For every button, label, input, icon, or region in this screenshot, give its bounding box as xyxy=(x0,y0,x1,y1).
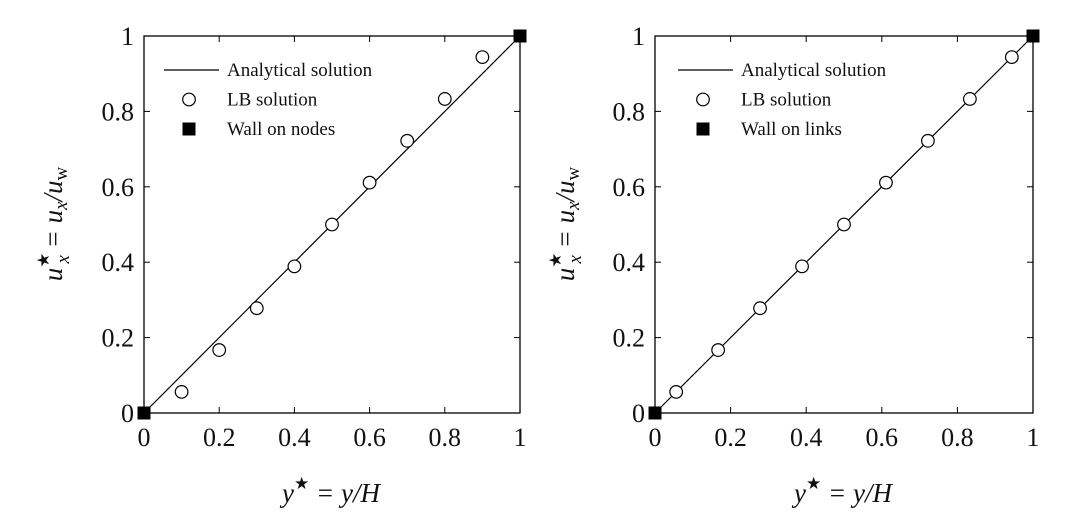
y-title-rest: = u xyxy=(38,210,68,255)
y-axis-title: u★x = ux/uw xyxy=(546,166,586,281)
y-tick-label: 0.4 xyxy=(613,248,646,277)
x-axis-title: y★ = y/H xyxy=(791,474,893,508)
wall-marker xyxy=(648,406,662,420)
lb-point xyxy=(400,133,415,148)
y-axis-title: u★x = ux/uw xyxy=(34,166,74,281)
lb-point xyxy=(837,217,851,232)
legend-label: Wall on links xyxy=(741,119,842,140)
x-tick-label: 0 xyxy=(138,423,151,452)
x-tick-label: 0.4 xyxy=(790,423,823,452)
y-tick-label: 0.2 xyxy=(102,324,135,353)
y-tick-label: 1 xyxy=(632,22,645,51)
legend-square-swatch xyxy=(696,122,710,136)
wall-marker xyxy=(1026,29,1040,43)
y-tick-label: 1 xyxy=(121,22,134,51)
chart-panel-links: u★x = ux/uw y★ = y/H 0 0.2 0.4 0.6 0.8 1 0 0.2 0… xyxy=(546,22,1040,508)
y-tick-label: 0.4 xyxy=(102,248,135,277)
x-tick-label: 0.4 xyxy=(278,423,311,452)
y-title-star: ★ xyxy=(34,253,53,268)
legend-circle-swatch xyxy=(696,92,710,107)
x-tick-label: 0.8 xyxy=(429,423,462,452)
y-tick-label: 0.6 xyxy=(613,173,646,202)
y-title-sub-x2: x xyxy=(51,201,72,211)
lb-point xyxy=(1004,50,1019,65)
y-tick-label: 0.8 xyxy=(102,97,135,126)
x-tick-label: 0.6 xyxy=(353,423,386,452)
y-title-sub-w: w xyxy=(51,166,72,180)
lb-point xyxy=(962,92,977,106)
legend: Analytical solution LB solution Wall on li… xyxy=(678,60,887,140)
y-tick-label: 0.2 xyxy=(613,324,646,353)
x-tick-label: 1 xyxy=(514,423,527,452)
wall-marker xyxy=(513,29,527,43)
svg-text:u★x = ux/uw: u★x = ux/uw xyxy=(34,166,74,281)
lb-point xyxy=(753,301,767,316)
y-tick-label: 0 xyxy=(632,399,645,428)
plot-frame xyxy=(143,35,521,414)
legend-label: LB solution xyxy=(227,90,318,111)
svg-text:y★ = y/H: y★ = y/H xyxy=(791,474,893,508)
y-tick-label: 0 xyxy=(121,399,134,428)
y-tick-label: 0.8 xyxy=(613,97,646,126)
lb-point xyxy=(249,301,264,316)
legend-label: Wall on nodes xyxy=(227,119,335,140)
y-tick-label: 0.6 xyxy=(102,173,135,202)
lb-point xyxy=(287,259,302,274)
lb-point xyxy=(879,175,893,190)
wall-marker xyxy=(137,406,151,420)
y-title-u: u xyxy=(38,268,68,282)
lb-point xyxy=(795,259,809,274)
x-tick-label: 0.6 xyxy=(866,423,899,452)
y-title-sub-x: x xyxy=(53,255,74,265)
plot-frame xyxy=(654,35,1034,414)
x-tick-label: 0 xyxy=(649,423,662,452)
legend: Analytical solution LB solution Wall on no… xyxy=(164,60,373,140)
lb-point xyxy=(212,343,227,357)
legend-label: LB solution xyxy=(741,90,832,111)
x-tick-label: 0.2 xyxy=(714,423,747,452)
lb-point xyxy=(669,384,684,399)
x-axis-title: y★ = y/H xyxy=(279,474,381,508)
lb-point xyxy=(437,92,452,106)
lb-point xyxy=(475,50,490,65)
x-tick-label: 1 xyxy=(1027,423,1040,452)
legend-label: Analytical solution xyxy=(741,60,887,81)
x-tick-label: 0.2 xyxy=(203,423,236,452)
lb-point xyxy=(325,217,339,232)
lb-point xyxy=(174,384,189,399)
legend-circle-swatch xyxy=(182,92,196,107)
svg-text:y★ = y/H: y★ = y/H xyxy=(279,474,381,508)
x-tick-label: 0.8 xyxy=(941,423,974,452)
lb-point xyxy=(711,343,726,357)
legend-square-swatch xyxy=(182,122,196,136)
lb-point xyxy=(362,175,377,190)
legend-label: Analytical solution xyxy=(227,60,373,81)
svg-text:u★x = ux/uw: u★x = ux/uw xyxy=(546,166,586,281)
chart-panel-nodes: u★x = ux/uw y★ = y/H 0 0.2 0.4 0.6 0.8 100.20… xyxy=(34,22,527,508)
lb-point xyxy=(921,133,935,148)
